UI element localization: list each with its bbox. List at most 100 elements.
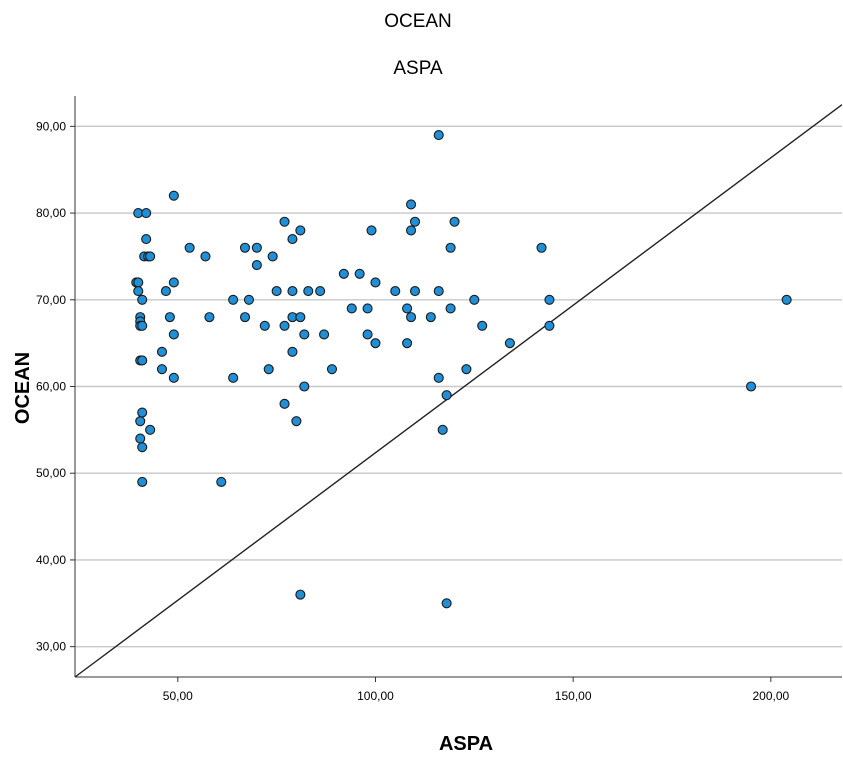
- data-point: [362, 329, 373, 340]
- data-point: [137, 355, 148, 366]
- data-point: [160, 286, 171, 297]
- data-point: [137, 476, 148, 487]
- data-point: [303, 286, 314, 297]
- data-point: [271, 286, 282, 297]
- data-point: [168, 277, 179, 288]
- data-point: [228, 294, 239, 305]
- data-point: [746, 381, 757, 392]
- x-tick-label: 50,00: [163, 689, 193, 703]
- data-point: [781, 294, 792, 305]
- data-point: [425, 312, 436, 323]
- data-point: [141, 208, 152, 219]
- data-point: [366, 225, 377, 236]
- data-point: [137, 442, 148, 453]
- data-point: [251, 242, 262, 253]
- data-point: [279, 216, 290, 227]
- data-point: [279, 398, 290, 409]
- x-tick-label: 100,00: [357, 689, 394, 703]
- data-point: [370, 277, 381, 288]
- data-point: [433, 372, 444, 383]
- data-point: [409, 216, 421, 227]
- x-tick-label: 150,00: [555, 689, 592, 703]
- y-tick-label: 50,00: [36, 466, 66, 480]
- data-point: [477, 320, 488, 331]
- data-point: [536, 242, 547, 253]
- y-tick-label: 80,00: [36, 206, 66, 220]
- data-point: [137, 320, 148, 331]
- data-point: [406, 199, 417, 210]
- data-point: [135, 416, 146, 427]
- data-point: [291, 416, 302, 427]
- data-point: [279, 320, 290, 331]
- data-point: [243, 294, 255, 305]
- data-point: [299, 381, 310, 392]
- chart-title: OCEAN: [384, 11, 452, 32]
- data-point: [449, 216, 460, 227]
- data-point: [287, 286, 298, 297]
- data-point: [390, 286, 401, 297]
- data-point: [141, 234, 152, 245]
- data-point: [251, 260, 262, 271]
- data-point: [504, 338, 515, 349]
- chart-subtitle: ASPA: [393, 58, 443, 79]
- data-point: [168, 372, 179, 383]
- y-axis-title: OCEAN: [12, 352, 34, 424]
- data-point: [259, 320, 270, 331]
- data-point: [295, 589, 306, 600]
- data-point: [315, 286, 326, 297]
- plot-area: 30,00 40,00 50,00 60,00 70,00 80,00 90,00 50,00…: [36, 96, 843, 703]
- data-point: [441, 598, 452, 609]
- data-point: [295, 312, 306, 323]
- data-point: [437, 424, 448, 435]
- data-point: [445, 242, 456, 253]
- data-point: [433, 286, 444, 297]
- data-point: [228, 372, 239, 383]
- data-point: [346, 303, 357, 314]
- data-point: [433, 129, 444, 141]
- data-point: [184, 242, 195, 253]
- data-point: [263, 364, 274, 375]
- y-tick-label: 30,00: [36, 640, 66, 654]
- data-point: [156, 346, 168, 357]
- y-tick-label: 40,00: [36, 553, 66, 567]
- data-point: [204, 312, 215, 323]
- data-point: [338, 268, 349, 279]
- reference-line: [74, 104, 843, 678]
- data-point: [145, 251, 156, 262]
- x-tick-label: 200,00: [752, 689, 789, 703]
- data-point: [156, 364, 168, 375]
- data-point: [409, 286, 421, 297]
- data-point: [145, 424, 156, 435]
- data-point: [168, 329, 179, 340]
- data-point: [239, 312, 251, 323]
- data-point: [133, 286, 144, 297]
- x-axis-title: ASPA: [439, 733, 493, 755]
- data-point: [295, 225, 306, 236]
- data-point: [216, 476, 227, 487]
- data-point: [267, 251, 278, 262]
- data-point: [299, 329, 310, 340]
- data-point: [135, 433, 146, 444]
- data-point: [133, 277, 144, 288]
- data-point: [461, 364, 472, 375]
- data-point: [402, 338, 413, 349]
- data-point: [362, 303, 373, 314]
- data-point: [445, 303, 456, 314]
- y-tick-label: 60,00: [36, 380, 66, 394]
- data-point: [200, 251, 211, 262]
- y-tick-label: 90,00: [36, 119, 66, 133]
- data-point: [287, 346, 298, 357]
- data-point: [287, 234, 298, 245]
- data-point: [370, 338, 381, 349]
- data-point: [406, 312, 417, 323]
- data-point: [164, 312, 175, 323]
- data-point: [319, 329, 330, 340]
- data-point: [168, 190, 179, 201]
- data-point: [441, 390, 452, 401]
- data-point: [406, 225, 417, 236]
- y-tick-label: 70,00: [36, 293, 66, 307]
- data-point: [326, 364, 338, 375]
- data-point: [137, 407, 148, 418]
